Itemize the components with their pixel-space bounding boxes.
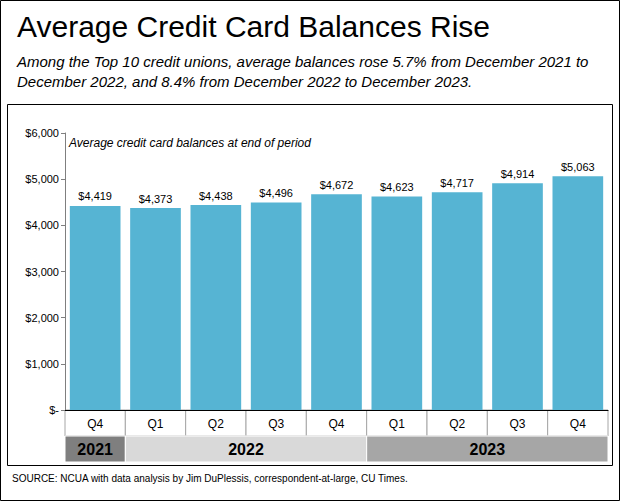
- svg-text:$4,672: $4,672: [320, 179, 354, 191]
- svg-text:$4,419: $4,419: [78, 190, 112, 202]
- svg-text:$3,000: $3,000: [25, 266, 59, 278]
- svg-text:Q4: Q4: [570, 417, 586, 431]
- svg-text:December 2022, and 8.4% from D: December 2022, and 8.4% from December 20…: [17, 73, 472, 90]
- svg-text:$5,000: $5,000: [25, 173, 59, 185]
- svg-text:$2,000: $2,000: [25, 312, 59, 324]
- svg-text:$4,000: $4,000: [25, 219, 59, 231]
- svg-text:SOURCE: NCUA with data analysi: SOURCE: NCUA with data analysis by Jim D…: [12, 473, 408, 484]
- svg-text:Q1: Q1: [389, 417, 405, 431]
- svg-text:Q4: Q4: [87, 417, 103, 431]
- svg-text:Q2: Q2: [208, 417, 224, 431]
- svg-text:$4,496: $4,496: [259, 187, 293, 199]
- svg-text:$4,438: $4,438: [199, 190, 233, 202]
- svg-text:$-: $-: [49, 404, 59, 416]
- svg-text:$4,623: $4,623: [380, 181, 414, 193]
- svg-text:Average Credit Card Balances R: Average Credit Card Balances Rise: [17, 10, 490, 43]
- svg-text:Q2: Q2: [449, 417, 465, 431]
- svg-text:$4,914: $4,914: [501, 168, 535, 180]
- svg-text:$6,000: $6,000: [25, 127, 59, 139]
- svg-text:Q1: Q1: [147, 417, 163, 431]
- svg-text:$1,000: $1,000: [25, 358, 59, 370]
- svg-text:$4,717: $4,717: [440, 177, 474, 189]
- svg-text:$5,063: $5,063: [561, 161, 595, 173]
- svg-text:Average credit card balances a: Average credit card balances at end of p…: [68, 136, 311, 150]
- svg-text:$4,373: $4,373: [139, 193, 173, 205]
- svg-text:Among the Top 10 credit unions: Among the Top 10 credit unions, average …: [16, 53, 593, 70]
- svg-text:2023: 2023: [470, 441, 506, 458]
- svg-text:Q3: Q3: [509, 417, 525, 431]
- svg-text:Q4: Q4: [328, 417, 344, 431]
- svg-text:Q3: Q3: [268, 417, 284, 431]
- svg-text:2021: 2021: [77, 441, 113, 458]
- svg-text:2022: 2022: [228, 441, 264, 458]
